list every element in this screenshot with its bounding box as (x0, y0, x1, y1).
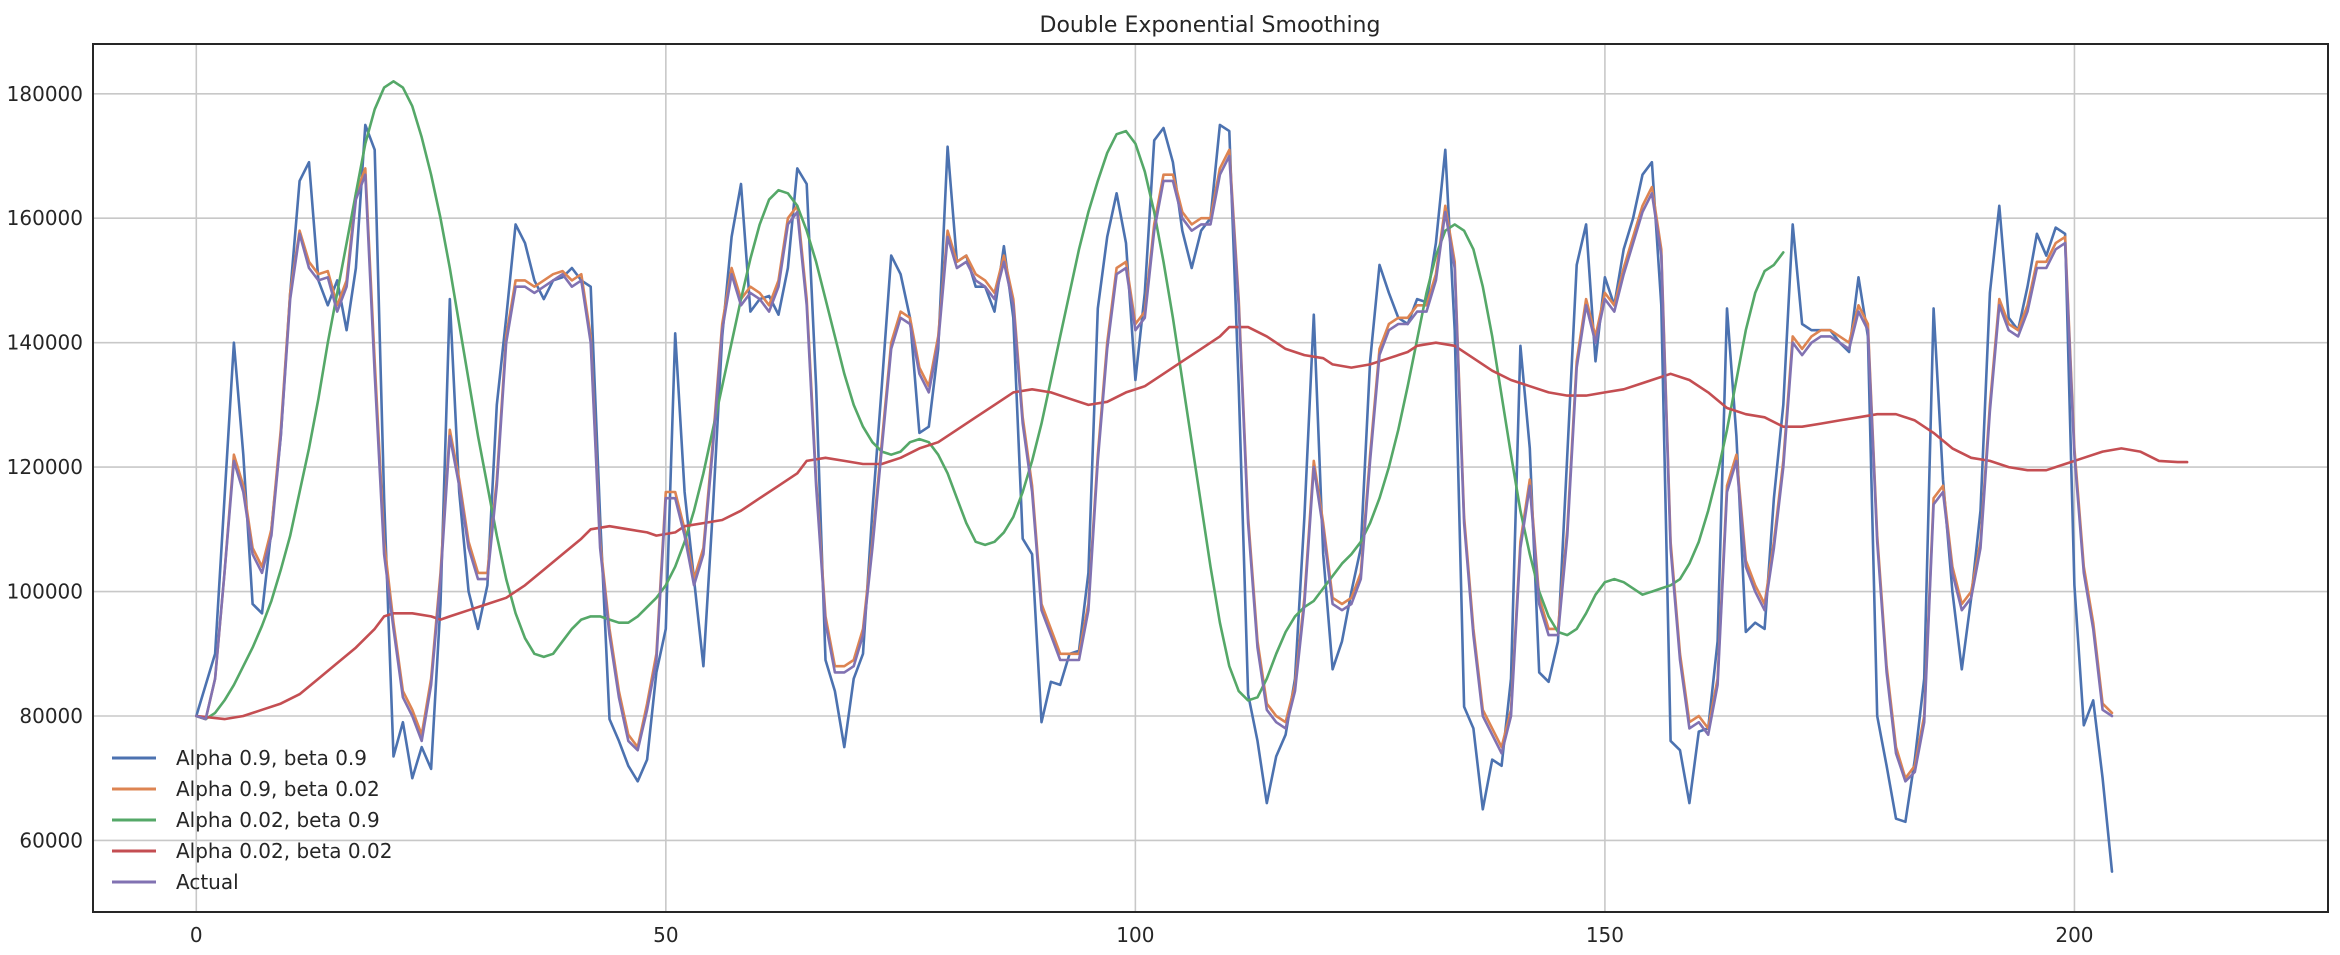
series-line-5 (195, 154, 2114, 783)
x-tick-label: 0 (190, 923, 203, 947)
y-tick-label: 120000 (7, 455, 83, 479)
plot-frame (92, 43, 2329, 913)
series-lines (195, 80, 2189, 873)
x-tick-label: 200 (2055, 923, 2093, 947)
y-tick-label: 160000 (7, 206, 83, 230)
y-tick-label: 100000 (7, 580, 83, 604)
y-tick-label: 60000 (19, 828, 83, 852)
series-line-4 (195, 325, 2189, 721)
x-tick-label: 150 (1586, 923, 1624, 947)
legend-label: Alpha 0.02, beta 0.02 (176, 839, 392, 863)
x-axis-ticks: 0 50 100 150 200 (190, 923, 2094, 947)
legend-label: Alpha 0.9, beta 0.9 (176, 746, 367, 770)
legend-label: Alpha 0.9, beta 0.02 (176, 777, 380, 801)
series-line-1 (195, 123, 2114, 873)
y-tick-label: 140000 (7, 331, 83, 355)
chart-title: Double Exponential Smoothing (1040, 13, 1381, 38)
y-axis-ticks: 60000 80000 100000 120000 140000 160000 180000 (7, 82, 83, 853)
series-line-3 (195, 80, 1785, 721)
y-tick-label: 180000 (7, 82, 83, 106)
legend-label: Alpha 0.02, beta 0.9 (176, 808, 380, 832)
y-tick-label: 80000 (19, 704, 83, 728)
legend-label: Actual (176, 870, 239, 894)
x-tick-label: 50 (653, 923, 678, 947)
legend: Alpha 0.9, beta 0.9 Alpha 0.9, beta 0.02 A… (112, 746, 392, 894)
x-tick-label: 100 (1116, 923, 1154, 947)
